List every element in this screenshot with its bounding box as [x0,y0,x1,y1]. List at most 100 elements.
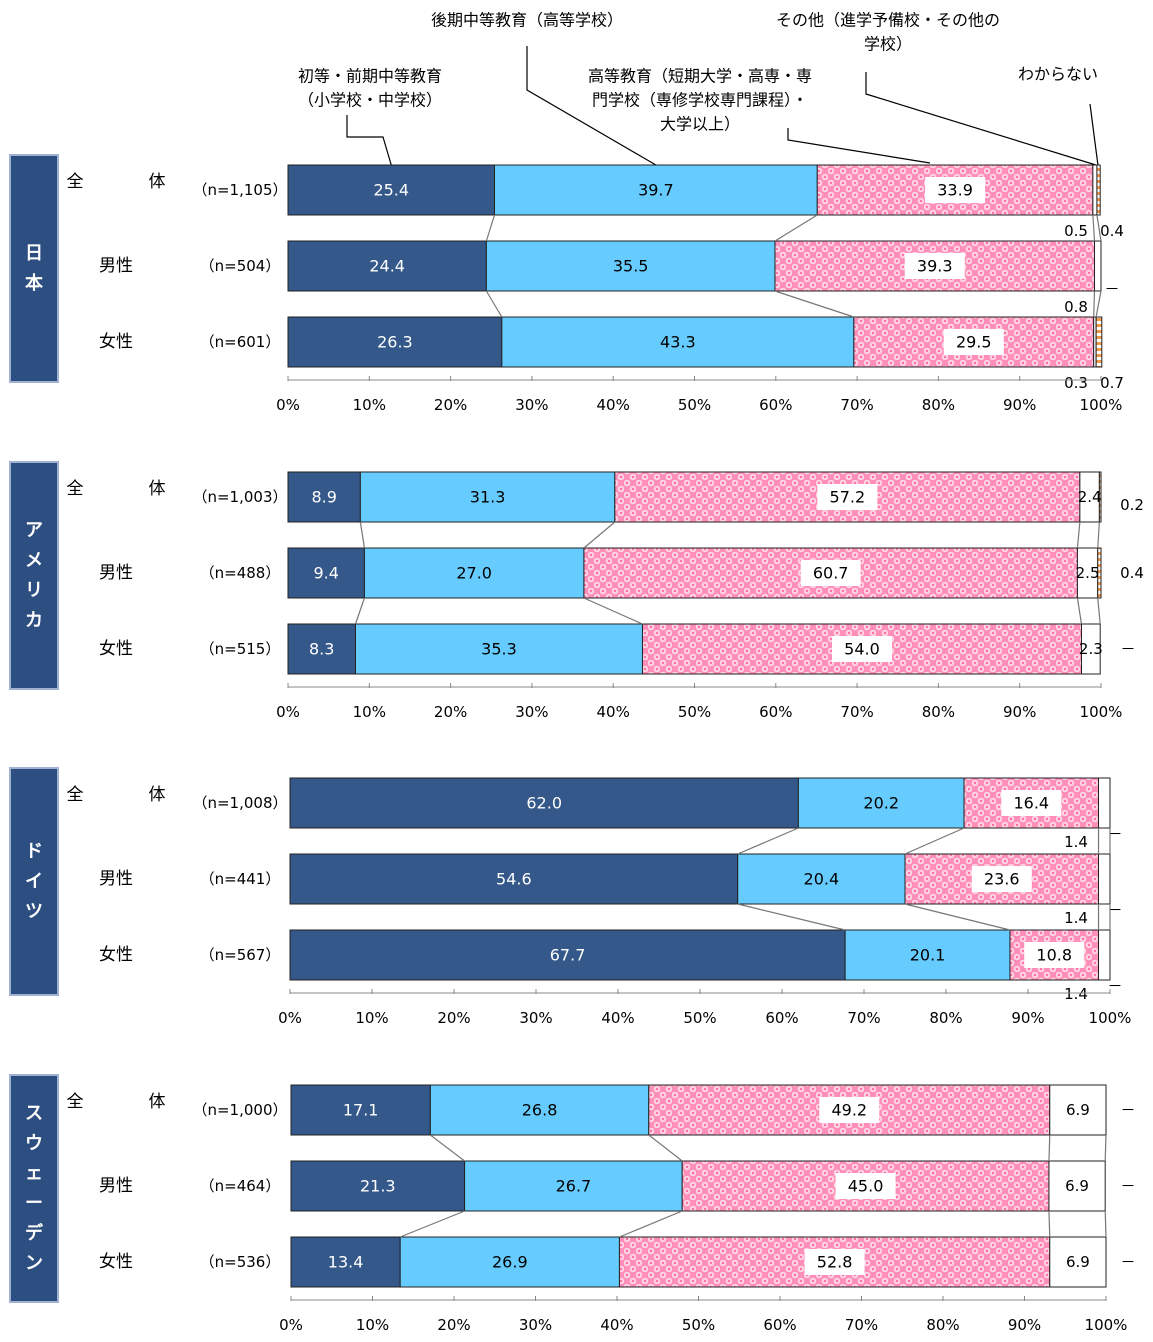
value-label-unknown: 0.4 [1120,564,1144,582]
x-tick-label: 50% [678,703,711,721]
row-label: 体 [149,172,166,192]
segment-unknown [1095,316,1103,368]
row-n-label: （n=1,105） [192,181,287,199]
x-tick-label: 80% [926,1316,959,1334]
x-tick-label: 90% [1011,1009,1044,1027]
value-label-unknown: － [1120,1177,1135,1195]
legend-callout-text: 大学以上） [660,115,740,134]
x-tick-label: 50% [683,1009,716,1027]
value-label-bg [904,253,965,279]
x-tick-label: 70% [840,396,873,414]
x-tick-label: 60% [763,1316,796,1334]
value-label-bg [835,1173,896,1199]
panel-2: ドイツ 全 体 （n=1,008） 62.0 20.2 16.4 1.4 － 男性 （n=441） 5… [9,767,1131,1027]
value-label-bg [800,560,861,586]
legend-callout-text: わからない [1018,65,1098,84]
value-label: 24.4 [369,257,405,276]
legend-leader-line [787,128,931,164]
country-label-char: デ [25,1222,44,1244]
country-label-char: ド [25,841,43,862]
x-tick-label: 40% [600,1316,633,1334]
row-label: 全 [67,785,84,805]
row-label: 体 [149,479,166,499]
segment-upper-secondary [485,240,776,292]
country-label-char: 本 [25,272,43,294]
row-label: 男性 [99,256,133,276]
row-n-label: （n=1,003） [192,488,287,506]
country-label-char: ウ [25,1133,43,1154]
value-label-other: 1.4 [1064,833,1088,851]
value-label-other: 0.8 [1064,298,1088,316]
legend-callout-text: 門学校（専修学校専門課程）・ [592,91,808,110]
value-label: 54.6 [496,870,532,889]
connector-line [1092,214,1096,242]
connector-line [774,214,818,242]
connector-line [904,827,965,855]
value-label: 45.0 [848,1177,884,1196]
segment-other [1049,1236,1107,1288]
value-label-bg [1024,942,1085,968]
value-label-unknown: － [1107,977,1122,995]
connector-line [1104,1134,1107,1162]
row-n-label: （n=488） [200,564,281,582]
value-label: 67.7 [550,946,586,965]
value-label: 29.5 [956,333,992,352]
value-label-other: 2.4 [1078,488,1102,506]
segment-primary [287,240,487,292]
connector-line [1076,597,1083,625]
connector-line [359,521,366,549]
row-label: 体 [149,1092,166,1112]
value-label: 62.0 [526,794,562,813]
x-tick-label: 100% [1080,703,1123,721]
value-label: 20.4 [804,870,840,889]
value-label: 60.7 [813,564,849,583]
value-label: 26.9 [492,1253,528,1272]
legend-callout-text: 後期中等教育（高等学校） [431,11,623,30]
value-label-unknown: 0.2 [1120,496,1144,514]
connector-line [1097,521,1100,549]
x-tick-label: 0% [276,703,300,721]
value-label-other: 1.4 [1064,909,1088,927]
x-tick-label: 10% [356,1316,389,1334]
x-tick-label: 0% [276,396,300,414]
value-label-other: 6.9 [1066,1253,1090,1271]
value-label: 54.0 [844,640,880,659]
segment-primary [287,164,496,216]
row-label: 全 [67,172,84,192]
x-tick-label: 70% [840,703,873,721]
segment-primary [287,547,365,599]
row-n-label: （n=567） [200,946,281,964]
segment-unknown [1097,547,1102,599]
country-box [9,767,59,996]
country-label-char: リ [25,580,43,601]
legend-leader-line [865,72,1097,166]
x-tick-label: 60% [759,396,792,414]
segment-upper-secondary [494,164,818,216]
row-label: 全 [67,479,84,499]
value-label: 26.3 [377,333,413,352]
x-tick-label: 20% [437,1316,470,1334]
value-label: 57.2 [830,488,866,507]
segment-upper-secondary [797,777,965,829]
country-box [9,1074,59,1303]
value-label-bg [971,866,1032,892]
x-tick-label: 10% [353,396,386,414]
legend-callout-text: 高等教育（短期大学・高専・専 [588,67,812,86]
value-label: 10.8 [1036,946,1072,965]
connector-line [1097,597,1101,625]
x-tick-label: 40% [597,396,630,414]
segment-upper-secondary [363,547,585,599]
value-label-other: 0.5 [1064,222,1088,240]
connector-line [399,1210,465,1238]
value-label-unknown: － [1120,1253,1135,1271]
row-n-label: （n=504） [200,257,281,275]
x-tick-label: 0% [278,1009,302,1027]
x-tick-label: 30% [519,1316,552,1334]
segment-other [1092,164,1098,216]
connector-line [485,214,496,242]
value-label: 52.8 [817,1253,853,1272]
x-tick-label: 10% [353,703,386,721]
row-label: 女性 [99,639,133,659]
country-label-char: イ [25,871,43,892]
